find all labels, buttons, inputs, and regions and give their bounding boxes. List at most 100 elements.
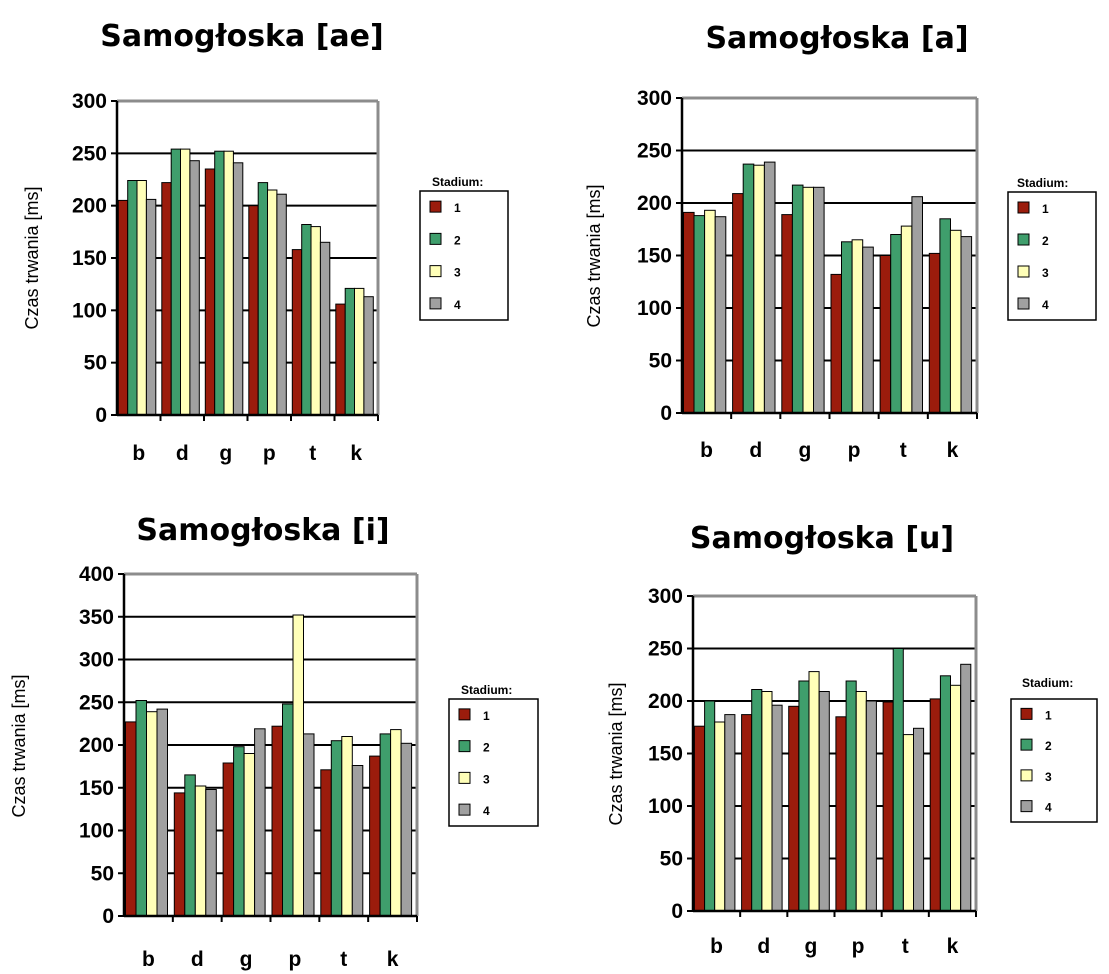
category-label: g [240,948,253,971]
bar [830,273,843,414]
bar [248,205,259,416]
bar [180,148,191,416]
bar [835,716,847,912]
category-label: t [900,439,907,462]
y-tick-label: 250 [637,140,672,163]
legend-swatch [1017,201,1030,214]
legend-label: 2 [483,741,490,755]
bar [949,229,962,414]
y-tick-label: 300 [637,87,672,110]
category-label: p [852,935,865,958]
category-label: g [805,935,818,958]
bar [913,727,925,912]
bar [788,705,800,912]
bar [194,785,207,917]
legend-swatch [458,771,471,784]
bar [892,648,904,912]
y-tick-label: 100 [648,795,683,818]
chart-title: Samogłoska [i] [136,513,389,548]
chart-a: Samogłoska [a] Czas trwania [ms] 0 50 100 150… [584,21,1097,462]
bar [742,163,755,414]
bar [753,164,765,414]
bar [254,728,266,917]
bar [214,150,225,416]
bar [310,226,321,416]
bar [276,193,287,416]
y-tick-label: 300 [648,585,683,608]
legend-label: 1 [454,201,461,215]
y-axis-label: Czas trwania [ms] [584,184,604,327]
chart-u: Samogłoska [u] Czas trwania [ms] 0 50 100 150… [606,521,1098,958]
bar [724,714,736,912]
bar [267,189,278,416]
bar [205,789,217,917]
category-label: b [132,442,145,465]
bar [303,733,315,917]
bar [939,675,952,912]
bar [855,691,867,912]
y-tick-label: 300 [72,90,107,113]
bar [813,186,825,414]
bar [741,714,753,912]
legend-label: 2 [1042,234,1049,248]
bar [146,711,158,917]
y-tick-label: 50 [91,862,114,885]
y-tick-label: 300 [79,649,114,672]
bar [960,236,973,414]
y-tick-label: 150 [648,743,683,766]
bar [125,721,137,917]
bar [693,215,706,414]
bar [330,740,343,917]
bar [184,774,196,917]
bar [320,769,332,917]
bar [173,792,186,917]
legend-label: 4 [483,804,490,818]
y-tick-label: 0 [671,900,683,923]
bar [232,162,244,416]
y-tick-label: 250 [648,638,683,661]
bar [223,150,234,416]
legend-label: 4 [454,298,461,312]
bar [879,255,892,414]
bar [390,729,402,917]
chart-title: Samogłoska [u] [690,521,954,556]
category-label: k [387,948,399,971]
bar [902,734,915,912]
bar [243,753,256,917]
category-label: t [902,935,909,958]
category-label: b [710,935,723,958]
legend-title: Stadium: [461,683,512,697]
bar [704,209,716,414]
chart-title: Samogłoska [ae] [100,19,383,54]
bar [798,680,810,912]
bar [928,252,941,414]
bar [900,225,913,414]
y-axis-label: Czas trwania [ms] [606,682,626,825]
bar [341,736,353,917]
legend-swatch [1017,297,1030,310]
legend-swatch [458,708,471,721]
legend-label: 1 [483,709,490,723]
bar [257,182,269,416]
y-tick-label: 200 [648,690,683,713]
legend-label: 3 [1045,770,1052,784]
bar [369,755,381,917]
y-tick-label: 100 [72,299,107,322]
legend-label: 3 [454,266,461,280]
y-tick-label: 400 [79,563,114,586]
bar [400,742,413,917]
bar [714,216,727,414]
bar [233,746,245,917]
bar [161,182,172,416]
bar [851,239,864,414]
legend-swatch [458,740,471,753]
bar [204,168,216,416]
category-label: p [289,948,302,971]
bar [890,234,902,414]
legend-label: 3 [1042,266,1049,280]
bar [845,680,857,912]
bar [763,161,776,414]
legend-swatch [1020,738,1033,751]
legend-label: 4 [1045,801,1052,815]
bar [939,218,952,414]
